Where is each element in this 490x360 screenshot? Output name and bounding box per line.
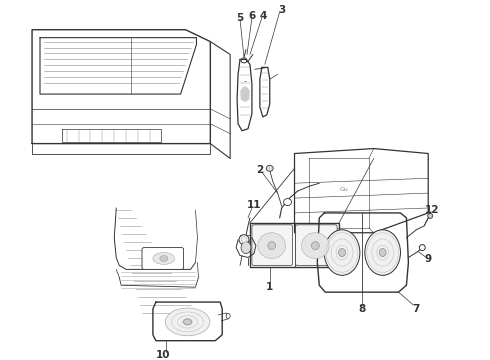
Text: 9: 9: [425, 255, 432, 265]
FancyBboxPatch shape: [142, 248, 184, 269]
Ellipse shape: [365, 230, 400, 275]
Text: Gu: Gu: [340, 187, 348, 192]
Ellipse shape: [226, 314, 230, 318]
Ellipse shape: [268, 242, 276, 249]
Ellipse shape: [165, 308, 210, 336]
FancyBboxPatch shape: [295, 225, 337, 265]
Ellipse shape: [239, 235, 249, 245]
Text: 5: 5: [236, 13, 244, 23]
Ellipse shape: [241, 237, 247, 243]
Ellipse shape: [160, 256, 168, 261]
Ellipse shape: [324, 230, 360, 275]
Ellipse shape: [184, 319, 192, 325]
Ellipse shape: [428, 213, 433, 219]
FancyBboxPatch shape: [252, 225, 293, 265]
Ellipse shape: [379, 249, 386, 257]
Text: 12: 12: [425, 205, 440, 215]
Ellipse shape: [419, 245, 425, 251]
Text: 3: 3: [278, 5, 285, 15]
Ellipse shape: [311, 242, 319, 249]
Ellipse shape: [339, 249, 345, 257]
Ellipse shape: [241, 87, 249, 101]
Text: 1: 1: [266, 282, 273, 292]
Text: 7: 7: [413, 304, 420, 314]
Ellipse shape: [301, 233, 329, 258]
Text: 10: 10: [155, 350, 170, 360]
Ellipse shape: [241, 242, 251, 253]
Ellipse shape: [153, 253, 174, 265]
Ellipse shape: [241, 58, 247, 63]
Ellipse shape: [284, 199, 292, 206]
Text: 2: 2: [256, 165, 264, 175]
Text: 8: 8: [358, 304, 366, 314]
Ellipse shape: [266, 165, 273, 171]
Text: 6: 6: [248, 11, 256, 21]
Ellipse shape: [258, 233, 286, 258]
Text: 4: 4: [259, 11, 267, 21]
Text: 11: 11: [246, 200, 261, 210]
